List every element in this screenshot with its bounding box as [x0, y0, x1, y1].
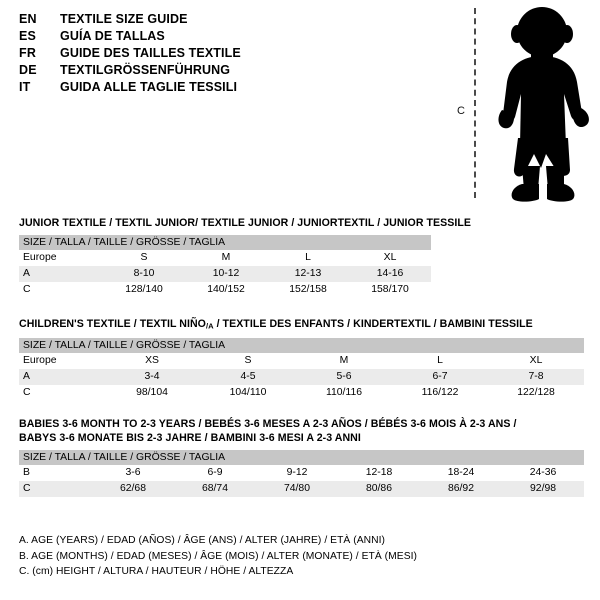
language-row-de: DE TEXTILGRÖSSENFÜHRUNG — [19, 63, 439, 80]
row-label: C — [19, 282, 103, 298]
table-header-row: SIZE / TALLA / TAILLE / GRÖSSE / TAGLIA — [19, 450, 585, 465]
cell-value: S — [200, 353, 296, 370]
language-code: ES — [19, 29, 37, 43]
row-label: C — [19, 481, 92, 497]
height-measure-dashed-line — [474, 8, 476, 198]
cell-value: 104/110 — [200, 385, 296, 402]
cell-value: 5-6 — [296, 369, 392, 386]
table-header-row: SIZE / TALLA / TAILLE / GRÖSSE / TAGLIA — [19, 235, 432, 250]
cell-value: M — [296, 353, 392, 370]
language-row-fr: FR GUIDE DES TAILLES TEXTILE — [19, 46, 439, 63]
cell-value: 3-4 — [104, 369, 200, 386]
cell-value: XL — [349, 250, 432, 266]
cell-value: 140/152 — [185, 282, 267, 298]
language-title: GUIDA ALLE TAGLIE TESSILI — [60, 80, 238, 94]
cell-value: L — [267, 250, 349, 266]
table-row: C 128/140 140/152 152/158 158/170 — [19, 282, 432, 298]
cell-value: 74/80 — [256, 481, 338, 497]
children-size-table: SIZE / TALLA / TAILLE / GRÖSSE / TAGLIA … — [19, 338, 585, 402]
cell-value: 80/86 — [338, 481, 420, 497]
children-title-post: / TEXTILE DES ENFANTS / KINDERTEXTIL / B… — [213, 318, 533, 330]
table-row: A 3-4 4-5 5-6 6-7 7-8 — [19, 369, 585, 386]
language-title: GUÍA DE TALLAS — [60, 29, 165, 43]
cell-value: 9-12 — [256, 465, 338, 481]
table-row: A 8-10 10-12 12-13 14-16 — [19, 266, 432, 282]
size-header-label: SIZE / TALLA / TAILLE / GRÖSSE / TAGLIA — [19, 338, 585, 354]
cell-value: 8-10 — [103, 266, 185, 282]
babies-table-title-line2: BABYS 3-6 MONATE BIS 2-3 JAHRE / BAMBINI… — [19, 432, 361, 444]
cell-value: 6-9 — [174, 465, 256, 481]
cell-value: 3-6 — [92, 465, 174, 481]
height-illustration: C — [440, 0, 600, 210]
cell-value: XS — [104, 353, 200, 370]
row-label: Europe — [19, 353, 104, 370]
junior-textile-section: JUNIOR TEXTILE / TEXTIL JUNIOR/ TEXTILE … — [19, 216, 472, 298]
language-code: EN — [19, 12, 37, 26]
cell-value: 68/74 — [174, 481, 256, 497]
cell-value: 4-5 — [200, 369, 296, 386]
cell-value: 10-12 — [185, 266, 267, 282]
cell-value: 12-18 — [338, 465, 420, 481]
junior-size-table: SIZE / TALLA / TAILLE / GRÖSSE / TAGLIA … — [19, 235, 432, 298]
cell-value: 92/98 — [502, 481, 585, 497]
size-header-label: SIZE / TALLA / TAILLE / GRÖSSE / TAGLIA — [19, 235, 432, 250]
cell-value: 24-36 — [502, 465, 585, 481]
row-label: Europe — [19, 250, 103, 266]
children-title-pre: CHILDREN'S TEXTILE / TEXTIL NIÑO — [19, 318, 206, 330]
cell-value: 116/122 — [392, 385, 488, 402]
children-textile-section: CHILDREN'S TEXTILE / TEXTIL NIÑO/A / TEX… — [19, 317, 585, 402]
table-header-row: SIZE / TALLA / TAILLE / GRÖSSE / TAGLIA — [19, 338, 585, 354]
language-title: TEXTILE SIZE GUIDE — [60, 12, 188, 26]
cell-value: 158/170 — [349, 282, 432, 298]
table-row: C 62/68 68/74 74/80 80/86 86/92 92/98 — [19, 481, 585, 497]
language-code: IT — [19, 80, 31, 94]
cell-value: 128/140 — [103, 282, 185, 298]
cell-value: 122/128 — [488, 385, 585, 402]
junior-table-title: JUNIOR TEXTILE / TEXTIL JUNIOR/ TEXTILE … — [19, 217, 472, 229]
cell-value: 110/116 — [296, 385, 392, 402]
cell-value: L — [392, 353, 488, 370]
babies-size-table: SIZE / TALLA / TAILLE / GRÖSSE / TAGLIA … — [19, 450, 585, 497]
table-row: C 98/104 104/110 110/116 116/122 122/128 — [19, 385, 585, 402]
language-title-list: EN TEXTILE SIZE GUIDE ES GUÍA DE TALLAS … — [19, 12, 439, 97]
size-header-label: SIZE / TALLA / TAILLE / GRÖSSE / TAGLIA — [19, 450, 585, 465]
legend-item-c: C. (cm) HEIGHT / ALTURA / HAUTEUR / HÖHE… — [19, 566, 294, 577]
cell-value: 152/158 — [267, 282, 349, 298]
language-row-es: ES GUÍA DE TALLAS — [19, 29, 439, 46]
cell-value: 7-8 — [488, 369, 585, 386]
row-label: A — [19, 266, 103, 282]
cell-value: 62/68 — [92, 481, 174, 497]
children-table-title: CHILDREN'S TEXTILE / TEXTIL NIÑO/A / TEX… — [19, 317, 584, 333]
legend-item-b: B. AGE (MONTHS) / EDAD (MESES) / ÂGE (MO… — [19, 550, 418, 562]
row-label: B — [19, 465, 92, 481]
cell-value: XL — [488, 353, 585, 370]
language-row-it: IT GUIDA ALLE TAGLIE TESSILI — [19, 80, 439, 97]
cell-value: 18-24 — [420, 465, 502, 481]
row-label: C — [19, 385, 104, 402]
language-title: TEXTILGRÖSSENFÜHRUNG — [60, 63, 231, 77]
legend-list: A. AGE (YEARS) / EDAD (AÑOS) / ÂGE (ANS)… — [19, 533, 479, 580]
table-row: Europe S M L XL — [19, 250, 432, 266]
language-code: DE — [19, 63, 37, 77]
height-label-c: C — [457, 105, 465, 117]
toddler-silhouette-icon — [498, 7, 589, 202]
language-code: FR — [19, 46, 37, 60]
cell-value: M — [185, 250, 267, 266]
cell-value: 98/104 — [104, 385, 200, 402]
table-row: B 3-6 6-9 9-12 12-18 18-24 24-36 — [19, 465, 585, 481]
table-row: Europe XS S M L XL — [19, 353, 585, 370]
cell-value: 12-13 — [267, 266, 349, 282]
cell-value: S — [103, 250, 185, 266]
legend-item-a: A. AGE (YEARS) / EDAD (AÑOS) / ÂGE (ANS)… — [19, 535, 385, 546]
cell-value: 86/92 — [420, 481, 502, 497]
language-row-en: EN TEXTILE SIZE GUIDE — [19, 12, 439, 29]
babies-textile-section: BABIES 3-6 MONTH TO 2-3 YEARS / BEBÉS 3-… — [19, 417, 585, 497]
babies-table-title-line1: BABIES 3-6 MONTH TO 2-3 YEARS / BEBÉS 3-… — [19, 418, 517, 430]
cell-value: 14-16 — [349, 266, 432, 282]
language-title: GUIDE DES TAILLES TEXTILE — [60, 46, 241, 60]
row-label: A — [19, 369, 104, 386]
children-title-sub: /A — [205, 321, 214, 331]
cell-value: 6-7 — [392, 369, 488, 386]
